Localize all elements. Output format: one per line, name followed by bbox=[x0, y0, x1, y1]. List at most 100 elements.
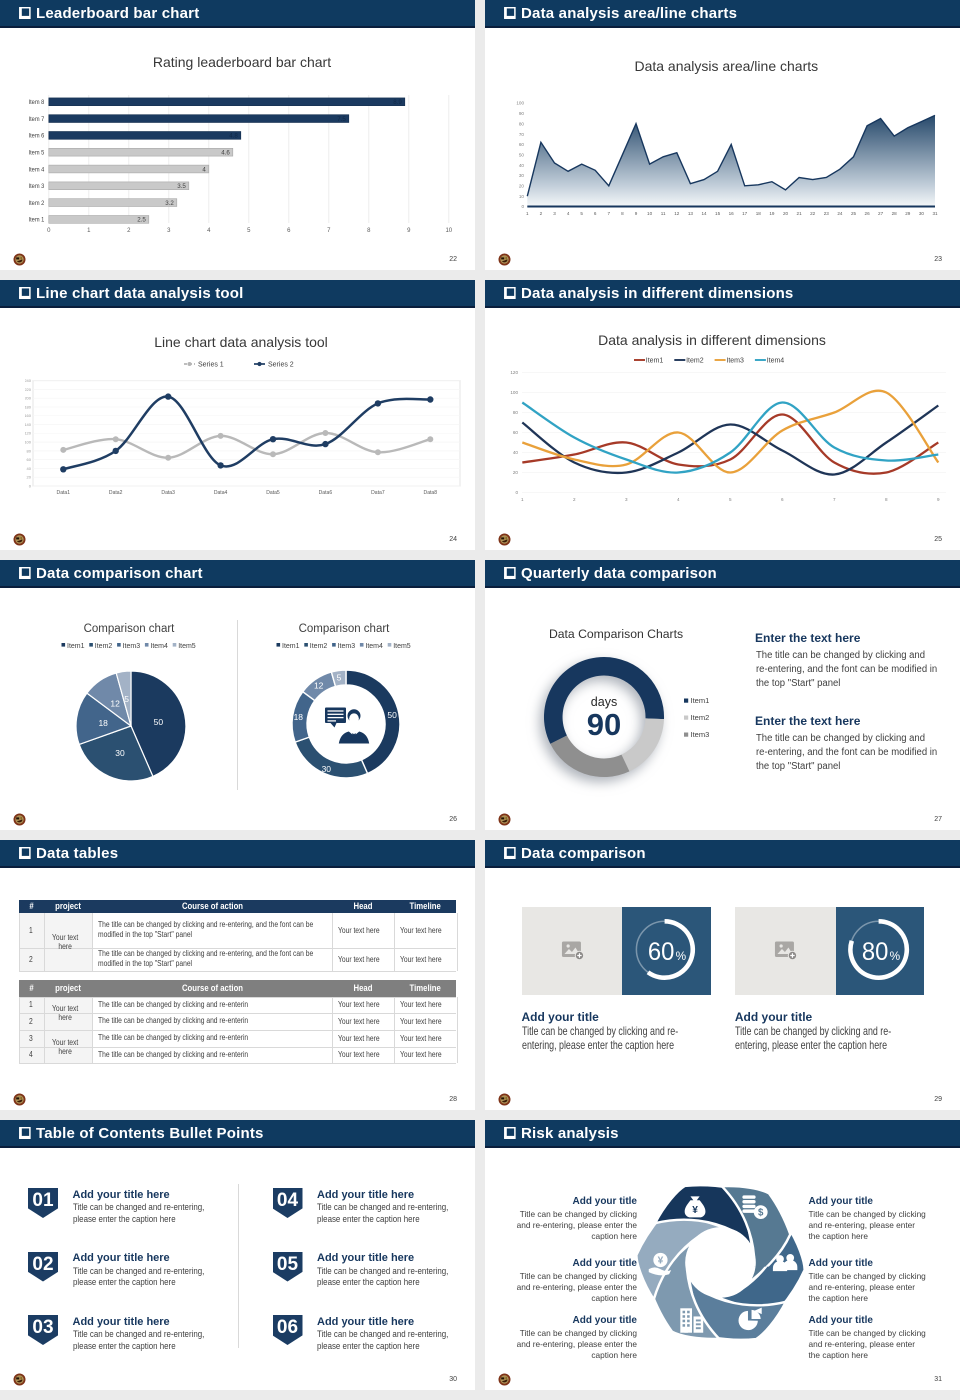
svg-text:30: 30 bbox=[322, 764, 332, 774]
svg-text:7: 7 bbox=[327, 228, 331, 234]
svg-text:8.9: 8.9 bbox=[393, 99, 402, 106]
svg-text:2: 2 bbox=[573, 497, 576, 502]
svg-text:0: 0 bbox=[515, 490, 518, 495]
svg-text:2.5: 2.5 bbox=[137, 217, 146, 224]
svg-text:10: 10 bbox=[445, 228, 452, 234]
svg-text:1: 1 bbox=[87, 228, 91, 234]
svg-text:140: 140 bbox=[25, 422, 32, 427]
svg-text:18: 18 bbox=[98, 718, 108, 728]
svg-text:Item4: Item4 bbox=[767, 357, 785, 364]
svg-text:50: 50 bbox=[519, 153, 525, 158]
svg-text:3.5: 3.5 bbox=[177, 183, 186, 190]
svg-text:60: 60 bbox=[513, 430, 519, 435]
svg-text:Item3: Item3 bbox=[726, 357, 744, 364]
svg-text:Data2: Data2 bbox=[109, 490, 123, 496]
svg-text:30: 30 bbox=[115, 748, 125, 758]
svg-text:6: 6 bbox=[594, 211, 597, 216]
svg-text:Data8: Data8 bbox=[424, 490, 438, 496]
svg-text:Data3: Data3 bbox=[161, 490, 175, 496]
svg-text:20: 20 bbox=[783, 211, 789, 216]
svg-text:80: 80 bbox=[862, 938, 888, 966]
svg-text:26: 26 bbox=[865, 211, 871, 216]
svg-text:1: 1 bbox=[521, 497, 524, 502]
svg-text:18: 18 bbox=[756, 211, 762, 216]
svg-text:90: 90 bbox=[519, 111, 525, 116]
svg-text:11: 11 bbox=[661, 211, 666, 216]
svg-text:4.8: 4.8 bbox=[229, 133, 238, 140]
svg-text:6: 6 bbox=[781, 497, 784, 502]
svg-text:30: 30 bbox=[919, 211, 925, 216]
svg-text:12: 12 bbox=[314, 680, 324, 690]
svg-text:14: 14 bbox=[701, 211, 707, 216]
svg-text:29: 29 bbox=[905, 211, 911, 216]
svg-text:12: 12 bbox=[674, 211, 680, 216]
svg-text:1: 1 bbox=[526, 211, 529, 216]
svg-text:%: % bbox=[676, 949, 687, 963]
svg-text:7.5: 7.5 bbox=[337, 116, 346, 123]
svg-text:4: 4 bbox=[207, 228, 211, 234]
svg-text:Item4: Item4 bbox=[365, 643, 383, 650]
svg-text:Item 8: Item 8 bbox=[29, 99, 45, 106]
svg-text:60: 60 bbox=[519, 142, 525, 147]
svg-text:60: 60 bbox=[27, 457, 32, 462]
svg-text:Item 7: Item 7 bbox=[29, 116, 45, 123]
svg-text:%: % bbox=[889, 949, 900, 963]
svg-text:10: 10 bbox=[519, 194, 525, 199]
svg-text:2: 2 bbox=[540, 211, 543, 216]
svg-text:Data7: Data7 bbox=[371, 490, 385, 496]
svg-text:80: 80 bbox=[513, 410, 519, 415]
svg-text:16: 16 bbox=[729, 211, 735, 216]
svg-text:23: 23 bbox=[824, 211, 830, 216]
svg-text:27: 27 bbox=[878, 211, 884, 216]
svg-text:40: 40 bbox=[27, 466, 32, 471]
svg-text:30: 30 bbox=[519, 173, 525, 178]
svg-text:Item1: Item1 bbox=[67, 643, 85, 650]
svg-text:20: 20 bbox=[27, 475, 32, 480]
svg-text:20: 20 bbox=[519, 184, 525, 189]
svg-text:Item4: Item4 bbox=[150, 643, 168, 650]
svg-text:Item2: Item2 bbox=[310, 643, 328, 650]
svg-text:60: 60 bbox=[648, 938, 674, 966]
svg-text:200: 200 bbox=[25, 396, 32, 401]
svg-text:5: 5 bbox=[580, 211, 583, 216]
svg-text:22: 22 bbox=[810, 211, 816, 216]
svg-text:8: 8 bbox=[621, 211, 624, 216]
svg-text:80: 80 bbox=[27, 448, 32, 453]
svg-text:Item3: Item3 bbox=[691, 730, 710, 739]
svg-text:¥: ¥ bbox=[657, 1255, 663, 1266]
svg-text:Item 3: Item 3 bbox=[29, 183, 45, 190]
svg-text:Item 1: Item 1 bbox=[29, 217, 45, 224]
svg-text:3: 3 bbox=[167, 228, 171, 234]
svg-text:¥: ¥ bbox=[692, 1205, 698, 1216]
svg-text:120: 120 bbox=[25, 431, 32, 436]
svg-text:3: 3 bbox=[553, 211, 556, 216]
svg-text:7: 7 bbox=[833, 497, 836, 502]
svg-text:100: 100 bbox=[510, 390, 518, 395]
svg-text:3.2: 3.2 bbox=[165, 200, 174, 207]
svg-text:4: 4 bbox=[202, 166, 206, 173]
svg-text:8: 8 bbox=[367, 228, 371, 234]
svg-text:9: 9 bbox=[635, 211, 638, 216]
svg-text:24: 24 bbox=[837, 211, 843, 216]
svg-text:Item 5: Item 5 bbox=[29, 150, 45, 157]
svg-text:Item 2: Item 2 bbox=[29, 200, 45, 207]
svg-text:9: 9 bbox=[407, 228, 411, 234]
svg-text:0: 0 bbox=[47, 228, 51, 234]
svg-text:50: 50 bbox=[154, 717, 164, 727]
svg-text:220: 220 bbox=[25, 387, 32, 392]
svg-text:Data6: Data6 bbox=[319, 490, 333, 496]
svg-text:0: 0 bbox=[521, 204, 524, 209]
svg-text:15: 15 bbox=[715, 211, 721, 216]
svg-text:3: 3 bbox=[625, 497, 628, 502]
svg-text:Item2: Item2 bbox=[691, 713, 710, 722]
svg-text:10: 10 bbox=[647, 211, 653, 216]
svg-text:4: 4 bbox=[677, 497, 680, 502]
svg-text:100: 100 bbox=[25, 440, 32, 445]
svg-text:18: 18 bbox=[294, 712, 304, 722]
svg-text:50: 50 bbox=[387, 710, 397, 720]
svg-text:5: 5 bbox=[247, 228, 251, 234]
svg-text:Data5: Data5 bbox=[266, 490, 280, 496]
svg-text:19: 19 bbox=[769, 211, 775, 216]
svg-text:40: 40 bbox=[513, 450, 519, 455]
svg-text:Series 1: Series 1 bbox=[198, 361, 224, 368]
